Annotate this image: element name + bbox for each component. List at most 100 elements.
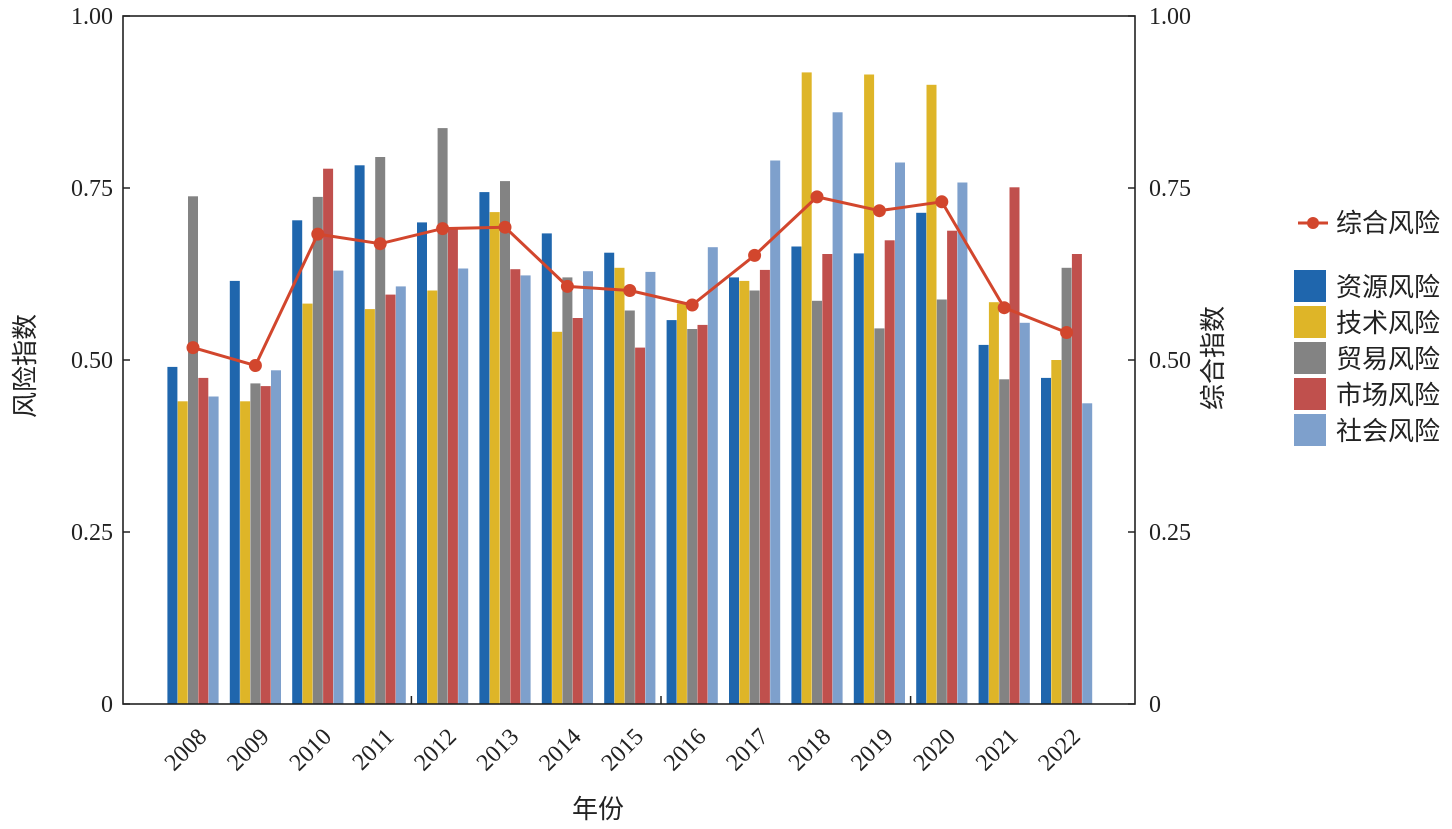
legend-swatch-3 — [1294, 378, 1326, 410]
bar-2022-4 — [1082, 403, 1093, 704]
bar-2020-4 — [957, 182, 968, 704]
bar-2018-3 — [822, 254, 833, 704]
bar-2019-2 — [874, 328, 885, 704]
bar-2016-2 — [687, 329, 698, 704]
bar-2022-0 — [1041, 377, 1051, 704]
bar-2017-2 — [749, 290, 760, 704]
bar-2011-1 — [364, 309, 375, 704]
x-tick-label-2022: 2022 — [1034, 724, 1086, 776]
bar-2009-2 — [250, 383, 261, 704]
bar-2013-1 — [489, 212, 500, 704]
bar-2008-1 — [177, 401, 188, 704]
line-point-2018 — [810, 190, 824, 204]
bar-2015-3 — [635, 347, 646, 704]
bar-2021-2 — [999, 379, 1010, 704]
bar-2012-2 — [437, 128, 448, 705]
bar-2010-0 — [292, 220, 303, 705]
y-tick-label: 1.00 — [71, 4, 113, 30]
y2-tick-label: 0.25 — [1149, 520, 1191, 546]
x-tick-label-2018: 2018 — [784, 724, 836, 776]
legend-label-4: 社会风险 — [1336, 417, 1440, 446]
legend-label-2: 贸易风险 — [1336, 345, 1440, 374]
bar-2016-0 — [666, 320, 677, 704]
line-point-2012 — [436, 222, 450, 236]
bar-2019-0 — [853, 253, 864, 704]
x-tick-label-2019: 2019 — [846, 724, 898, 776]
bar-2018-0 — [791, 246, 802, 704]
bar-2012-1 — [427, 290, 438, 704]
bar-2020-2 — [936, 299, 947, 704]
x-tick-label-2009: 2009 — [222, 724, 274, 776]
legend-swatch-2 — [1294, 342, 1326, 374]
bar-2011-0 — [354, 165, 365, 705]
bar-2015-4 — [645, 271, 656, 704]
bar-2015-1 — [614, 267, 625, 704]
bar-2012-4 — [458, 268, 469, 704]
bar-2017-4 — [770, 160, 781, 704]
legend-label-line: 综合风险 — [1336, 209, 1440, 238]
bar-2009-0 — [229, 280, 240, 704]
bar-2015-2 — [624, 310, 635, 704]
y2-tick-label: 0.50 — [1149, 348, 1191, 374]
bars-layer — [167, 72, 1093, 705]
y2-tick-label: 0.75 — [1149, 176, 1191, 202]
bar-2022-1 — [1051, 360, 1062, 704]
bar-2014-1 — [552, 331, 563, 704]
x-tick-label-2021: 2021 — [971, 724, 1023, 776]
bar-2011-4 — [395, 286, 406, 704]
line-point-2017 — [748, 248, 762, 262]
legend-label-1: 技术风险 — [1336, 309, 1440, 338]
bar-2009-3 — [260, 386, 271, 704]
bar-2021-1 — [988, 302, 999, 704]
legend-swatch-4 — [1294, 414, 1326, 446]
line-point-2010 — [311, 227, 325, 241]
bar-2011-2 — [375, 157, 386, 704]
legend-label-3: 市场风险 — [1336, 381, 1440, 410]
y-tick-label: 0.50 — [71, 348, 113, 374]
bar-2009-4 — [271, 370, 281, 704]
line-point-2022 — [1060, 326, 1074, 339]
bar-2016-3 — [697, 324, 708, 704]
x-tick-label-2017: 2017 — [722, 724, 774, 776]
x-tick-label-2020: 2020 — [909, 724, 961, 776]
bar-2012-0 — [417, 222, 427, 704]
bar-2011-3 — [385, 294, 396, 704]
bar-2019-1 — [864, 74, 875, 704]
bar-2014-2 — [562, 277, 573, 704]
bar-2016-1 — [676, 303, 687, 704]
line-point-2013 — [498, 220, 512, 234]
y-axis-right: 0 0.25 0.50 0.75 1.00 — [1128, 4, 1191, 718]
bar-2021-4 — [1019, 322, 1030, 704]
bar-2014-4 — [583, 271, 593, 704]
bar-2009-1 — [240, 401, 251, 704]
line-point-2008 — [186, 341, 200, 355]
legend-swatch-1 — [1294, 306, 1326, 338]
bar-2019-4 — [895, 162, 905, 704]
line-point-2014 — [560, 279, 574, 293]
x-axis-title: 年份 — [572, 795, 624, 824]
bar-2010-2 — [312, 196, 323, 704]
bar-2013-3 — [510, 269, 521, 704]
y-tick-label: 0 — [101, 692, 113, 718]
line-point-2011 — [373, 237, 387, 251]
bar-2008-2 — [188, 196, 198, 705]
bar-2013-4 — [520, 275, 531, 704]
y-tick-label: 0.75 — [71, 176, 113, 202]
bar-2016-4 — [707, 247, 718, 704]
bar-2020-1 — [926, 84, 937, 705]
bar-2019-3 — [884, 240, 895, 705]
bar-2010-3 — [323, 168, 334, 704]
x-tick-label-2014: 2014 — [534, 724, 586, 776]
bar-2008-0 — [167, 366, 178, 704]
y-axis-left: 0 0.25 0.50 0.75 1.00 — [71, 4, 130, 718]
bar-2017-3 — [759, 269, 770, 704]
line-layer — [186, 190, 1074, 372]
x-tick-label-2011: 2011 — [348, 724, 400, 776]
y2-tick-label: 0 — [1149, 692, 1161, 718]
line-point-2015 — [623, 284, 637, 297]
x-tick-label-2010: 2010 — [285, 724, 337, 776]
bar-2022-2 — [1061, 267, 1072, 704]
bar-2008-4 — [208, 396, 219, 704]
